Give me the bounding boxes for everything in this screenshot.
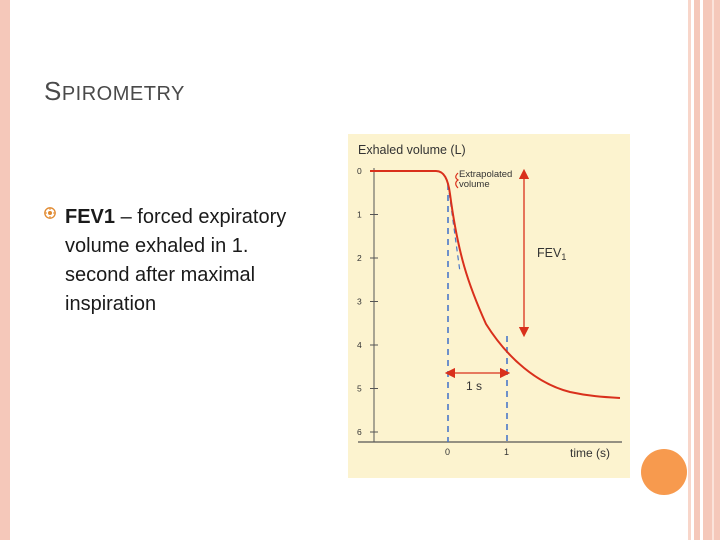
extrapolated-label-line2: volume	[459, 179, 490, 190]
x-tick-label-0: 0	[445, 447, 450, 457]
title-rest: PIROMETRY	[61, 83, 185, 105]
y-tick-label: 4	[357, 340, 362, 350]
y-tick-label: 5	[357, 384, 362, 394]
interval-label: 1 s	[466, 379, 482, 393]
slide-title: SPIROMETRY	[44, 76, 185, 107]
y-tick-label: 6	[357, 427, 362, 437]
fev1-label-subscript: 1	[561, 252, 566, 262]
y-axis-title: Exhaled volume (L)	[358, 143, 466, 157]
bullet-text: FEV1 – forced expiratory volume exhaled …	[65, 203, 297, 319]
x-axis-title: time (s)	[570, 446, 610, 460]
orange-circle-decoration	[641, 449, 687, 495]
extrapolated-brace	[455, 172, 460, 189]
extrapolated-label-line1: Extrapolated	[459, 169, 512, 180]
y-tick-label: 1	[357, 210, 362, 220]
y-ticks: 0 1 2 3 4 5 6	[357, 166, 378, 437]
y-tick-label: 3	[357, 297, 362, 307]
right-border-bar	[703, 0, 720, 540]
fev1-label-main: FEV	[537, 246, 562, 260]
extrapolation-line	[447, 183, 461, 273]
title-initial: S	[44, 76, 62, 106]
y-tick-label: 2	[357, 253, 362, 263]
right-border-line	[712, 0, 714, 540]
exhalation-curve	[370, 170, 621, 399]
y-tick-label: 0	[357, 166, 362, 176]
sun-bullet-icon	[44, 207, 56, 219]
right-border-bar	[688, 0, 691, 540]
fev1-label: FEV1	[537, 246, 566, 262]
bullet-term: FEV1	[65, 206, 116, 228]
left-border-bar	[0, 0, 10, 540]
right-border-bar	[694, 0, 700, 540]
x-tick-label-1: 1	[504, 447, 509, 457]
bullet-definition: – forced expiratory volume exhaled in 1.…	[65, 206, 287, 315]
